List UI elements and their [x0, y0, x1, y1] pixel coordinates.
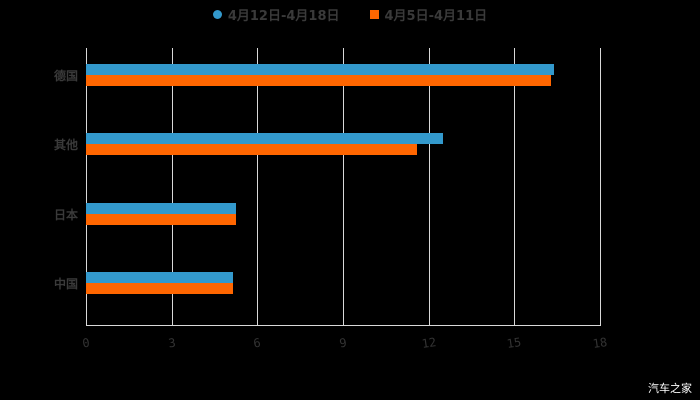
circle-marker-icon [212, 9, 222, 19]
bar[interactable] [86, 144, 418, 156]
x-tick-label: 3 [167, 335, 177, 351]
bar[interactable] [86, 202, 236, 214]
category-label: 其他 [53, 138, 78, 153]
bar[interactable] [86, 74, 552, 86]
watermark: 汽车之家 [648, 382, 692, 395]
square-marker-icon [369, 9, 379, 19]
legend-label: 4月5日-4月11日 [384, 8, 488, 24]
bar[interactable] [86, 213, 236, 225]
x-axis-line [86, 325, 600, 326]
x-tick-label: 9 [338, 335, 348, 351]
x-tick-label: 18 [591, 335, 609, 351]
category-label: 中国 [53, 277, 78, 292]
gridline [171, 48, 173, 326]
legend-label: 4月12日-4月18日 [227, 8, 340, 24]
x-tick-label: 12 [420, 335, 437, 351]
category-label: 日本 [53, 207, 78, 222]
bar[interactable] [86, 283, 234, 295]
x-tick-label: 0 [81, 335, 91, 351]
gridline [343, 48, 344, 326]
category-label: 德国 [53, 68, 78, 83]
x-tick-label: 15 [506, 335, 523, 351]
plot-area [86, 48, 601, 326]
gridline [600, 48, 601, 326]
x-tick-label: 6 [252, 335, 262, 351]
legend-item-series-1[interactable]: 4月12日-4月18日 [212, 5, 340, 24]
gridline [428, 48, 430, 326]
gridline [514, 48, 516, 326]
gridline [257, 48, 259, 326]
bar[interactable] [86, 272, 234, 284]
bar[interactable] [86, 63, 555, 75]
legend: 4月12日-4月18日 4月5日-4月11日 [0, 4, 700, 24]
gridline [86, 48, 87, 326]
bar[interactable] [86, 133, 443, 145]
legend-item-series-2[interactable]: 4月5日-4月11日 [369, 5, 488, 24]
